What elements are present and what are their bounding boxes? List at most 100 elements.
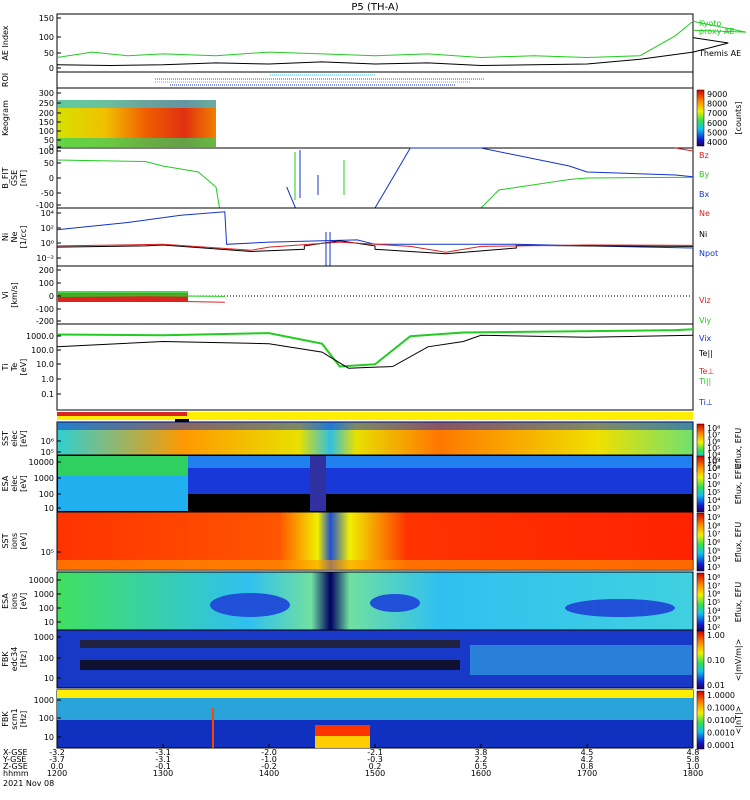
- colorbar-title-fbk_b_cb: <|nT|>: [734, 706, 743, 735]
- ylabel-sst_e-2: [eV]: [19, 430, 28, 447]
- ytick-ae-2: 50: [44, 49, 54, 58]
- ylabel-velocity-0: Vi: [1, 291, 10, 299]
- colorbar-keogram_cb: [696, 89, 705, 147]
- ylabel-velocity-1: [km/s]: [10, 282, 19, 308]
- legend-density-2: Npot: [699, 249, 718, 258]
- xtick-0-2: 0.0: [51, 762, 64, 771]
- ytick-ae-0: 150: [39, 14, 54, 23]
- panel-density-frame: [56, 207, 694, 267]
- ytick-esa_i-0: 10000: [29, 576, 54, 585]
- xtick-2-1: -1.0: [261, 755, 277, 764]
- colorbar-tick-sst_e_cb-3: 10⁵: [707, 444, 720, 453]
- colorbar-tick-fbk_e_cb-1: 0.10: [707, 656, 725, 665]
- colorbar-tick-keogram_cb-1: 8000: [707, 100, 727, 109]
- ylabel-temp-0: Ti: [1, 364, 10, 372]
- ytick-keogram-1: 250: [39, 99, 54, 108]
- ytick-keogram-6: 0: [49, 143, 54, 152]
- colorbar-fbk_e_cb: [696, 630, 705, 690]
- fbk-b-green-band: [57, 698, 693, 720]
- xtick-5-3: 1700: [577, 769, 597, 778]
- xtick-3-3: 1500: [365, 769, 385, 778]
- ytick-bfit-0: 100: [39, 147, 54, 156]
- sst-ions-bottom-band: [57, 560, 693, 570]
- ytick-esa_e-1: 1000: [34, 474, 54, 483]
- xtick-1-2: -0.1: [155, 762, 171, 771]
- colorbar-tick-esa_e_cb-2: 10⁷: [707, 472, 720, 481]
- colorbar-tick-sst_i_cb-1: 10⁸: [707, 521, 720, 530]
- colorbar-tick-keogram_cb-5: 4000: [707, 138, 727, 147]
- ytick-temp-1: 100.0: [31, 346, 54, 355]
- ytick-esa_e-2: 100: [39, 490, 54, 499]
- ylabel-fbk_e-1: edc34: [10, 647, 19, 672]
- figure-title: P5 (TH-A): [351, 2, 398, 13]
- ytick-keogram-2: 200: [39, 109, 54, 118]
- legend-velocity-1: Viy: [699, 316, 712, 325]
- panel-fbk-b: [56, 689, 694, 749]
- ylabel-fbk_b-0: FBK: [1, 711, 10, 727]
- series-viz: [56, 298, 225, 303]
- panel-bfit: [56, 147, 694, 209]
- ylabel-esa_e-2: [eV]: [19, 475, 28, 492]
- keogram-bottom-band: [58, 138, 216, 147]
- velocity-noise-green: [58, 291, 188, 296]
- mode-bar-yellow: [57, 412, 693, 420]
- legend-ae-0: Kyoto: [699, 19, 721, 28]
- ytick-temp-0: 1000.0: [26, 332, 54, 341]
- legend-density-1: Ni: [699, 230, 707, 239]
- colorbar-tick-esa_i_cb-2: 10⁶: [707, 590, 720, 599]
- ytick-velocity-1: 100: [39, 279, 54, 288]
- ytick-temp-2: 10.0: [36, 360, 54, 369]
- series-te-par: [56, 334, 694, 369]
- colorbar-tick-keogram_cb-0: 9000: [707, 90, 727, 99]
- ylabel-esa_i-2: [eV]: [19, 593, 28, 610]
- ytick-keogram-4: 100: [39, 127, 54, 136]
- ylabel-sst_e-1: elec: [10, 430, 19, 446]
- colorbar-esa_i_cb: [696, 572, 705, 632]
- colorbar-title-sst_i_cb: Eflux, EFU: [734, 522, 743, 563]
- panel-esa-elec: [56, 454, 694, 513]
- panel-fbk-e: [56, 629, 694, 689]
- colorbar-tick-esa_e_cb-0: 10⁹: [707, 456, 720, 465]
- ytick-density-1: 10²: [41, 224, 54, 233]
- colorbar-tick-esa_e_cb-4: 10⁵: [707, 488, 720, 497]
- xtick-1-1: -3.1: [155, 755, 171, 764]
- series-themis-ae: [56, 37, 729, 67]
- colorbar-tick-sst_i_cb-0: 10⁹: [707, 513, 720, 522]
- ylabel-bfit-1: GSE: [10, 170, 19, 186]
- colorbar-tick-esa_e_cb-6: 10³: [707, 504, 720, 513]
- legend-velocity-0: Viz: [699, 296, 711, 305]
- xtick-6-0: 4.8: [687, 748, 700, 757]
- colorbar-title-esa_i_cb: Eflux, EFU: [734, 582, 743, 623]
- panel-esa-ions: [56, 571, 694, 631]
- colorbar-tick-sst_i_cb-5: 10⁴: [707, 555, 720, 564]
- ylabel-fbk_b-1: scm1: [10, 708, 19, 729]
- xtick-3-0: -2.1: [367, 748, 383, 757]
- colorbar-tick-fbk_b_cb-1: 0.1000: [707, 704, 735, 713]
- y-axis-labels: AE Index ROI Keogram B_FIT GSE [nT] Ni Ne [1/cc]…: [1, 25, 28, 730]
- ytick-sst_e-0: 10⁶: [41, 437, 54, 446]
- colorbar-tick-fbk_b_cb-2: 0.0100: [707, 716, 735, 725]
- xtick-1-3: 1300: [153, 769, 173, 778]
- colorbar-tick-fbk_e_cb-2: 0.01: [707, 681, 725, 690]
- legend-velocity-2: Vix: [699, 334, 712, 343]
- ytick-fbk_e-0: 1000: [34, 633, 54, 642]
- ytick-fbk_b-0: 1000: [34, 696, 54, 705]
- esa-elec-hot: [188, 468, 692, 494]
- xtick-2-3: 1400: [259, 769, 279, 778]
- fbk-e-cyan-region: [470, 645, 692, 675]
- ylabel-esa_i-1: ions: [10, 593, 19, 609]
- colorbar-tick-esa_i_cb-0: 10⁸: [707, 573, 720, 582]
- xtick-2-0: -2.0: [261, 748, 277, 757]
- colorbar-tick-esa_e_cb-3: 10⁶: [707, 480, 720, 489]
- sst-elec-top-band: [57, 422, 693, 430]
- xtick-5-2: 0.8: [581, 762, 594, 771]
- ylabel-density-2: [1/cc]: [19, 226, 28, 249]
- ylabel-ae-0: AE Index: [1, 25, 10, 60]
- panel-ae: [56, 13, 747, 73]
- xtick-3-1: -0.3: [367, 755, 383, 764]
- ylabel-fbk_b-2: [Hz]: [19, 711, 28, 727]
- ylabel-bfit-2: [nT]: [19, 170, 28, 186]
- ytick-velocity-2: 0: [49, 292, 54, 301]
